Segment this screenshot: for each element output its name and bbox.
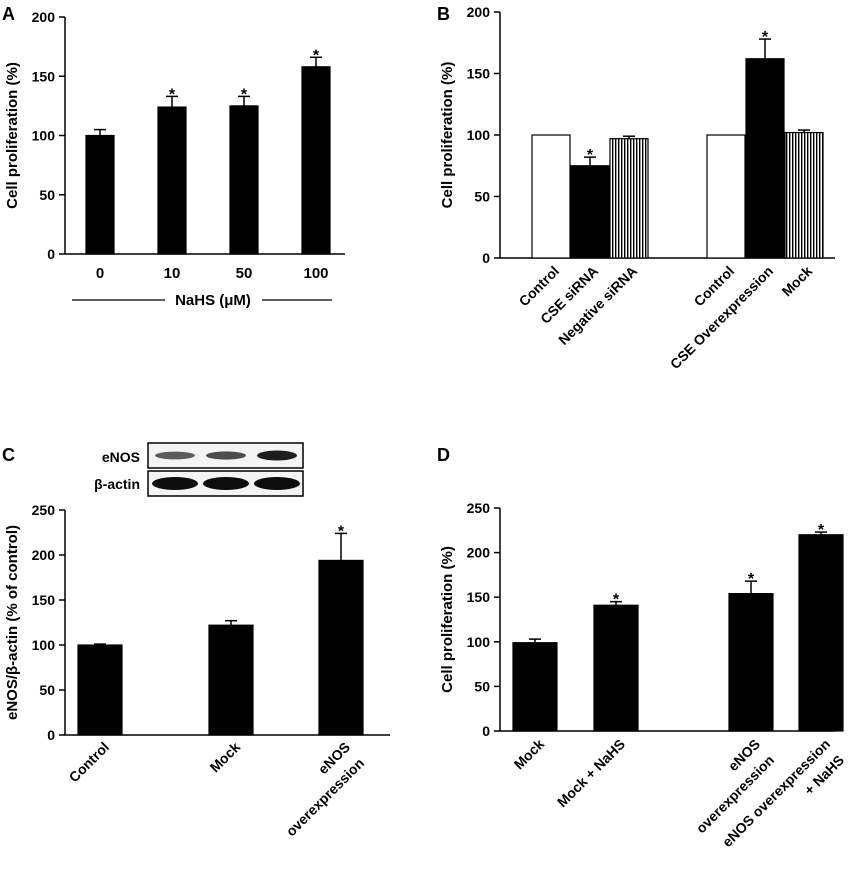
significance-asterisk: * [613,592,620,609]
x-tick-label: Mock [510,736,547,773]
significance-asterisk: * [762,29,769,46]
significance-asterisk: * [313,47,320,64]
blot-label-enos: eNOS [102,449,140,465]
actin-band [254,477,300,490]
actin-band [203,477,249,490]
panel-d-chart: 0 50 100 150 200 250 Cell proliferation (%) * * *… [439,500,847,850]
y-tick-label: 100 [467,634,491,650]
y-tick-label: 150 [467,589,491,605]
x-tick-label: Control [66,739,113,786]
y-axis-label: Cell proliferation (%) [439,62,456,209]
panel-letter-a: A [2,4,15,24]
y-tick-label: 200 [467,545,491,561]
x-tick-label: Mock [206,739,243,776]
y-tick-label: 150 [32,68,56,84]
bar [85,134,115,255]
y-tick-label: 50 [39,682,55,698]
actin-band [152,477,198,490]
y-tick-label: 100 [467,127,491,143]
significance-asterisk: * [241,86,248,103]
bar [728,593,774,732]
bar [784,131,824,259]
y-tick-label: 200 [32,9,56,25]
x-tick-label: Mock + NaHS [554,736,628,810]
bar [706,134,746,259]
panel-c-chart: 0 50 100 150 200 250 eNOS/β-actin (% of contro… [4,502,390,839]
x-tick-label: 10 [164,265,181,282]
bar [208,624,254,736]
y-tick-label: 50 [474,678,490,694]
y-tick-label: 50 [39,187,55,203]
bar [301,66,331,255]
bar [512,642,558,732]
x-tick-label: 100 [303,265,328,282]
y-tick-label: 0 [47,727,55,743]
y-tick-label: 200 [32,547,56,563]
y-tick-label: 0 [47,246,55,262]
y-tick-label: 150 [467,66,491,82]
panel-letter-b: B [437,4,450,24]
significance-asterisk: * [818,522,825,539]
y-tick-label: 250 [467,500,491,516]
bar [77,644,123,736]
enos-band [257,450,297,461]
y-tick-label: 100 [32,637,56,653]
y-tick-label: 50 [474,189,490,205]
significance-asterisk: * [338,523,345,540]
enos-band [206,451,246,460]
x-tick-label: 50 [236,265,253,282]
x-tick-label: 0 [96,265,104,282]
y-tick-label: 150 [32,592,56,608]
bar [531,134,571,259]
bar [570,165,610,259]
blot-label-actin: β-actin [94,476,140,492]
x-tick-label: Mock [778,263,815,300]
panel-a-chart: 0 50 100 150 200 Cell proliferation (%) * * * 0 10… [4,9,345,309]
bar [157,106,187,255]
y-axis-label: Cell proliferation (%) [439,546,456,693]
panel-letter-c: C [2,445,15,465]
bar [593,604,639,732]
significance-asterisk: * [169,86,176,103]
western-blot-inset: eNOS β-actin [94,442,304,497]
bar [798,534,844,732]
bar [609,138,649,259]
enos-band [155,451,195,460]
y-tick-label: 0 [482,250,490,266]
panel-letter-d: D [437,445,450,465]
y-tick-label: 200 [467,4,491,20]
significance-asterisk: * [748,571,755,588]
y-tick-label: 0 [482,723,490,739]
y-axis-label: Cell proliferation (%) [4,62,21,209]
y-tick-label: 250 [32,502,56,518]
bar [229,105,259,255]
x-group-label: NaHS (μM) [175,292,251,309]
bar [745,58,785,259]
significance-asterisk: * [587,147,594,164]
bar [318,559,364,736]
y-axis-label: eNOS/β-actin (% of control) [4,525,21,720]
y-tick-label: 100 [32,128,56,144]
